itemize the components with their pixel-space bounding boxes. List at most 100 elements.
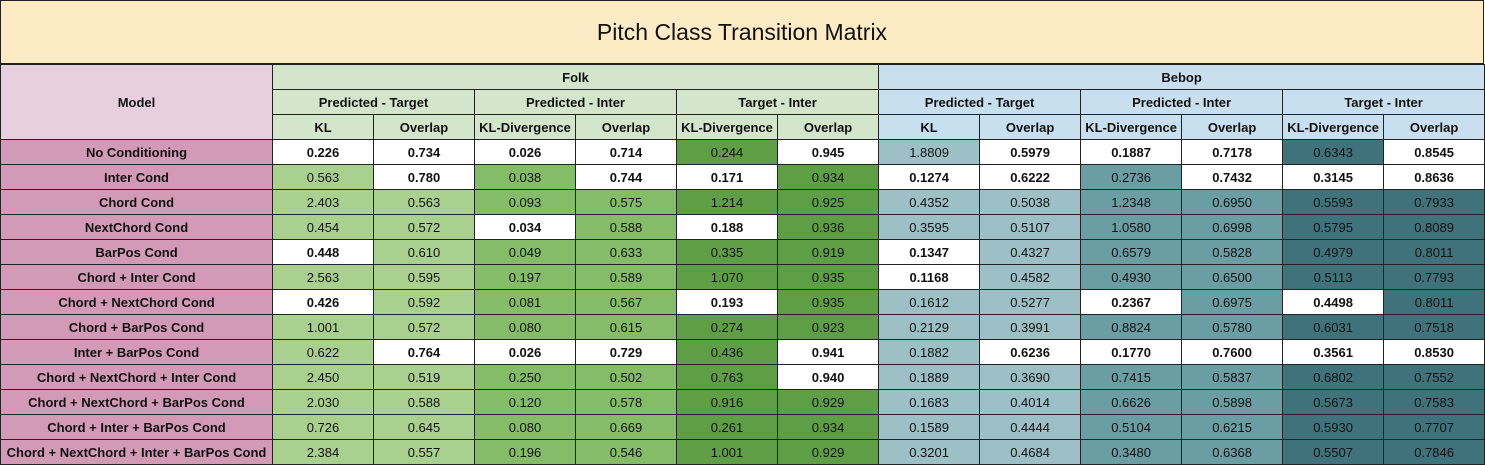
table-row: Inter + BarPos Cond 0.622 0.764 0.026 0.729 0… <box>0 339 1485 365</box>
metric-header: Overlap <box>1383 114 1485 140</box>
value-cell: 0.563 <box>272 164 374 190</box>
table-row: BarPos Cond 0.448 0.610 0.049 0.633 0.335 0.91… <box>0 239 1485 265</box>
model-name-cell: No Conditioning <box>0 139 273 165</box>
value-cell: 0.080 <box>474 414 576 440</box>
value-cell: 0.1274 <box>878 164 981 190</box>
value-cell: 1.214 <box>676 189 778 215</box>
folk-group-header: Folk <box>271 64 880 90</box>
value-cell: 0.5979 <box>979 139 1082 165</box>
value-cell: 0.729 <box>575 339 677 365</box>
value-cell: 0.034 <box>474 214 576 240</box>
model-name-cell: NextChord Cond <box>0 214 273 240</box>
value-cell: 0.633 <box>575 239 677 265</box>
value-cell: 0.3145 <box>1282 164 1385 190</box>
table-row: No Conditioning 0.226 0.734 0.026 0.714 0.244… <box>0 139 1485 165</box>
value-cell: 0.2367 <box>1080 289 1183 315</box>
value-cell: 0.5277 <box>979 289 1082 315</box>
value-cell: 2.563 <box>272 264 374 290</box>
value-cell: 1.0580 <box>1080 214 1183 240</box>
value-cell: 0.8530 <box>1383 339 1485 365</box>
value-cell: 0.244 <box>676 139 778 165</box>
value-cell: 0.1889 <box>878 364 981 390</box>
value-cell: 0.8545 <box>1383 139 1485 165</box>
value-cell: 0.5898 <box>1181 389 1284 415</box>
value-cell: 0.8011 <box>1383 289 1485 315</box>
value-cell: 0.226 <box>272 139 374 165</box>
model-name-cell: Chord Cond <box>0 189 273 215</box>
value-cell: 0.934 <box>776 164 880 190</box>
value-cell: 0.5113 <box>1282 264 1385 290</box>
metric-header: KL <box>878 114 981 140</box>
value-cell: 0.4930 <box>1080 264 1183 290</box>
metric-header: Overlap <box>373 114 475 140</box>
model-name-cell: BarPos Cond <box>0 239 273 265</box>
value-cell: 0.5104 <box>1080 414 1183 440</box>
value-cell: 0.1168 <box>878 264 981 290</box>
model-header: Model <box>0 64 273 140</box>
value-cell: 0.941 <box>776 339 880 365</box>
value-cell: 0.3991 <box>979 314 1082 340</box>
table-row: Chord + NextChord + Inter + BarPos Cond 2… <box>0 439 1485 465</box>
value-cell: 1.2348 <box>1080 189 1183 215</box>
value-cell: 0.945 <box>776 139 880 165</box>
value-cell: 0.5828 <box>1181 239 1284 265</box>
value-cell: 0.6626 <box>1080 389 1183 415</box>
subgroup-header: Predicted - Inter <box>1080 89 1284 115</box>
value-cell: 0.575 <box>575 189 677 215</box>
value-cell: 0.589 <box>575 264 677 290</box>
subgroup-header: Predicted - Target <box>878 89 1082 115</box>
value-cell: 0.274 <box>676 314 778 340</box>
value-cell: 0.546 <box>575 439 677 465</box>
value-cell: 0.1882 <box>878 339 981 365</box>
value-cell: 0.595 <box>373 264 475 290</box>
value-cell: 0.7846 <box>1383 439 1485 465</box>
value-cell: 1.070 <box>676 264 778 290</box>
value-cell: 0.4352 <box>878 189 981 215</box>
value-cell: 0.5930 <box>1282 414 1385 440</box>
value-cell: 0.7600 <box>1181 339 1284 365</box>
metric-header: Overlap <box>776 114 880 140</box>
value-cell: 0.615 <box>575 314 677 340</box>
value-cell: 0.3690 <box>979 364 1082 390</box>
value-cell: 2.384 <box>272 439 374 465</box>
value-cell: 0.4444 <box>979 414 1082 440</box>
value-cell: 0.7432 <box>1181 164 1284 190</box>
value-cell: 0.622 <box>272 339 374 365</box>
value-cell: 0.6802 <box>1282 364 1385 390</box>
value-cell: 0.093 <box>474 189 576 215</box>
value-cell: 0.563 <box>373 189 475 215</box>
value-cell: 0.935 <box>776 264 880 290</box>
value-cell: 0.7793 <box>1383 264 1485 290</box>
value-cell: 0.7415 <box>1080 364 1183 390</box>
metric-header: KL <box>272 114 374 140</box>
value-cell: 0.588 <box>373 389 475 415</box>
value-cell: 0.519 <box>373 364 475 390</box>
value-cell: 0.7583 <box>1383 389 1485 415</box>
value-cell: 0.080 <box>474 314 576 340</box>
value-cell: 0.780 <box>373 164 475 190</box>
value-cell: 0.426 <box>272 289 374 315</box>
metric-header: KL-Divergence <box>1282 114 1385 140</box>
table-row: NextChord Cond 0.454 0.572 0.034 0.588 0.188 0… <box>0 214 1485 240</box>
value-cell: 0.5038 <box>979 189 1082 215</box>
value-cell: 0.6031 <box>1282 314 1385 340</box>
value-cell: 0.1612 <box>878 289 981 315</box>
value-cell: 0.5795 <box>1282 214 1385 240</box>
value-cell: 0.645 <box>373 414 475 440</box>
value-cell: 0.4498 <box>1282 289 1385 315</box>
model-name-cell: Chord + NextChord + BarPos Cond <box>0 389 273 415</box>
metric-header: Overlap <box>1181 114 1284 140</box>
metric-header: KL-Divergence <box>1080 114 1183 140</box>
value-cell: 0.726 <box>272 414 374 440</box>
value-cell: 0.935 <box>776 289 880 315</box>
value-cell: 0.6236 <box>979 339 1082 365</box>
value-cell: 0.8636 <box>1383 164 1485 190</box>
value-cell: 0.669 <box>575 414 677 440</box>
value-cell: 0.557 <box>373 439 475 465</box>
value-cell: 1.001 <box>676 439 778 465</box>
model-name-cell: Chord + NextChord + Inter + BarPos Cond <box>0 439 273 465</box>
value-cell: 0.188 <box>676 214 778 240</box>
value-cell: 0.572 <box>373 214 475 240</box>
value-cell: 0.916 <box>676 389 778 415</box>
value-cell: 0.567 <box>575 289 677 315</box>
